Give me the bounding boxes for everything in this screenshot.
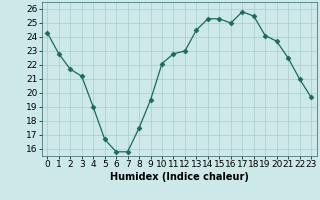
X-axis label: Humidex (Indice chaleur): Humidex (Indice chaleur) — [110, 172, 249, 182]
